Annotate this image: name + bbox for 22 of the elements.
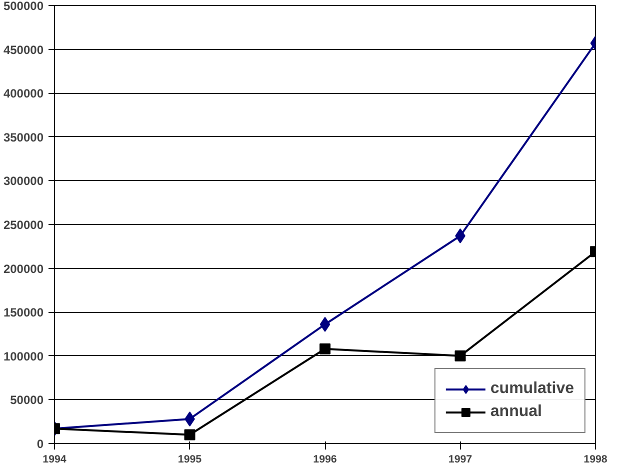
y-tick-label: 150000 <box>3 306 44 320</box>
x-tick-label: 1994 <box>42 454 66 466</box>
point <box>184 429 196 440</box>
legend-label: annual <box>490 403 542 421</box>
y-tick-label: 0 <box>36 437 44 451</box>
x-tick-label: 1997 <box>448 454 472 466</box>
y-tick-label: 300000 <box>3 174 44 188</box>
legend-label: cumulative <box>490 380 574 398</box>
y-tick-label: 500000 <box>3 0 44 13</box>
y-tick-label: 350000 <box>3 130 44 144</box>
y-tick-label: 200000 <box>3 262 44 276</box>
x-tick-label: 1995 <box>178 454 202 466</box>
point <box>320 343 330 354</box>
point <box>320 316 330 332</box>
y-tick-label: 400000 <box>3 86 44 101</box>
x-tick-label: 1996 <box>313 454 337 466</box>
point <box>454 350 466 362</box>
y-tick-label: 50000 <box>10 393 44 408</box>
y-tick-label: 100000 <box>3 349 44 364</box>
y-tick-label: 250000 <box>3 218 44 232</box>
x-tick-label: 1998 <box>584 454 608 466</box>
y-tick-label: 450000 <box>3 42 44 57</box>
